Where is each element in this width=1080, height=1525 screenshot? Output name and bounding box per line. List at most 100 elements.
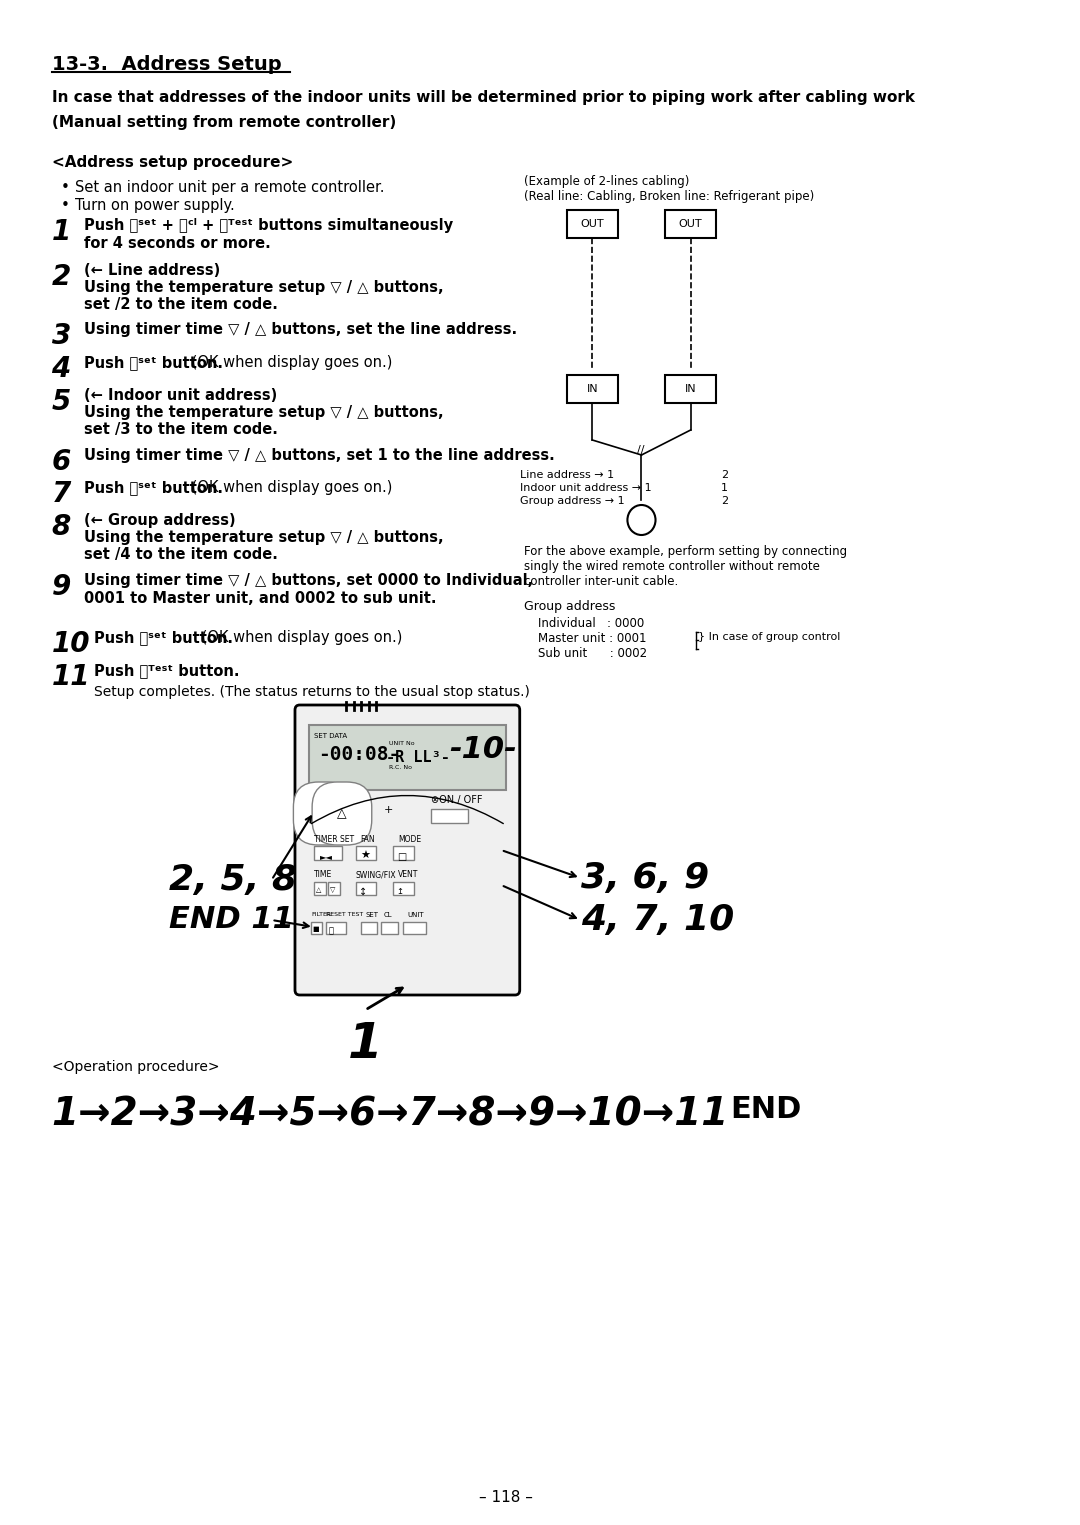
Text: Using the temperature setup ▽ / △ buttons,: Using the temperature setup ▽ / △ button…: [84, 406, 444, 419]
Bar: [403, 923, 427, 933]
Text: (Example of 2-lines cabling): (Example of 2-lines cabling): [525, 175, 690, 188]
Text: set /2 to the item code.: set /2 to the item code.: [84, 297, 279, 313]
Circle shape: [627, 505, 656, 535]
Text: FAN: FAN: [361, 836, 375, 843]
Text: Using timer time ▽ / △ buttons, set 1 to the line address.: Using timer time ▽ / △ buttons, set 1 to…: [84, 448, 555, 464]
Text: END: END: [730, 1095, 801, 1124]
Text: •: •: [60, 198, 70, 214]
Text: UNIT: UNIT: [407, 912, 424, 918]
Text: 2: 2: [52, 262, 71, 291]
Bar: [393, 881, 414, 895]
Text: (← Group address): (← Group address): [84, 512, 235, 528]
Text: Sub unit      : 0002: Sub unit : 0002: [539, 647, 648, 660]
Bar: [326, 923, 347, 933]
Text: } In case of group control: } In case of group control: [698, 631, 840, 642]
Text: 2: 2: [721, 496, 728, 506]
Text: Using the temperature setup ▽ / △ buttons,: Using the temperature setup ▽ / △ button…: [84, 281, 444, 294]
Text: OUT: OUT: [679, 220, 702, 229]
Bar: [309, 724, 505, 790]
Text: MODE: MODE: [399, 836, 421, 843]
Text: CL: CL: [384, 912, 392, 918]
Bar: [567, 375, 618, 403]
Text: For the above example, perform setting by connecting
singly the wired remote con: For the above example, perform setting b…: [525, 544, 848, 589]
Text: 13-3.  Address Setup: 13-3. Address Setup: [52, 55, 281, 75]
Text: □: □: [397, 852, 406, 862]
Bar: [361, 923, 377, 933]
Text: ↥: ↥: [396, 888, 403, 897]
Bar: [313, 881, 326, 895]
Bar: [355, 881, 377, 895]
Text: Using timer time ▽ / △ buttons, set 0000 to Individual,: Using timer time ▽ / △ buttons, set 0000…: [84, 573, 534, 589]
Bar: [665, 375, 716, 403]
Text: R.C. No: R.C. No: [389, 766, 411, 770]
Text: for 4 seconds or more.: for 4 seconds or more.: [84, 236, 271, 252]
Text: (Real line: Cabling, Broken line: Refrigerant pipe): (Real line: Cabling, Broken line: Refrig…: [525, 191, 814, 203]
Text: 0001 to Master unit, and 0002 to sub unit.: 0001 to Master unit, and 0002 to sub uni…: [84, 592, 436, 605]
Text: – 118 –: – 118 –: [478, 1490, 532, 1505]
Text: (OK when display goes on.): (OK when display goes on.): [187, 355, 393, 371]
Text: 3: 3: [52, 322, 71, 351]
Text: △: △: [315, 888, 321, 894]
Text: UNIT No: UNIT No: [389, 741, 415, 746]
Text: Individual   : 0000: Individual : 0000: [539, 618, 645, 630]
Text: 4, 7, 10: 4, 7, 10: [581, 903, 733, 936]
Text: (OK when display goes on.): (OK when display goes on.): [187, 480, 393, 496]
Text: ⊗ON / OFF: ⊗ON / OFF: [431, 795, 483, 805]
Text: (Manual setting from remote controller): (Manual setting from remote controller): [52, 114, 395, 130]
Text: -00:08-: -00:08-: [319, 746, 401, 764]
Text: 6: 6: [52, 448, 71, 476]
Text: END 11: END 11: [168, 906, 294, 935]
Text: -10-: -10-: [449, 735, 517, 764]
Bar: [355, 846, 377, 860]
Text: ►◄: ►◄: [321, 852, 334, 862]
Text: IN: IN: [685, 384, 697, 393]
Text: (OK when display goes on.): (OK when display goes on.): [197, 630, 402, 645]
Bar: [393, 846, 414, 860]
Text: +: +: [384, 805, 393, 814]
Text: Turn on power supply.: Turn on power supply.: [75, 198, 234, 214]
Text: VENT: VENT: [399, 869, 418, 878]
Text: set /3 to the item code.: set /3 to the item code.: [84, 422, 279, 438]
Text: Push Ⓜˢᵉᵗ button.: Push Ⓜˢᵉᵗ button.: [94, 630, 232, 645]
Text: FILTER: FILTER: [311, 912, 332, 917]
Text: ▽: ▽: [319, 807, 328, 820]
Text: Push Ⓜˢᵉᵗ button.: Push Ⓜˢᵉᵗ button.: [84, 480, 224, 496]
Bar: [311, 923, 322, 933]
Bar: [665, 210, 716, 238]
Text: •: •: [60, 180, 70, 195]
Text: 9: 9: [52, 573, 71, 601]
Text: set /4 to the item code.: set /4 to the item code.: [84, 547, 279, 563]
Text: SWING/FIX: SWING/FIX: [355, 869, 396, 878]
Text: //: //: [637, 445, 645, 454]
Text: 2, 5, 8: 2, 5, 8: [168, 863, 297, 897]
FancyBboxPatch shape: [295, 705, 519, 994]
Bar: [567, 210, 618, 238]
Text: Using the temperature setup ▽ / △ buttons,: Using the temperature setup ▽ / △ button…: [84, 531, 444, 544]
Text: Set an indoor unit per a remote controller.: Set an indoor unit per a remote controll…: [75, 180, 384, 195]
Text: ■: ■: [313, 926, 320, 932]
Text: OUT: OUT: [580, 220, 604, 229]
Text: SET: SET: [365, 912, 378, 918]
Text: Setup completes. (The status returns to the usual stop status.): Setup completes. (The status returns to …: [94, 685, 529, 698]
Text: In case that addresses of the indoor units will be determined prior to piping wo: In case that addresses of the indoor uni…: [52, 90, 915, 105]
Bar: [381, 923, 399, 933]
Text: <Operation procedure>: <Operation procedure>: [52, 1060, 219, 1074]
Text: (← Line address): (← Line address): [84, 262, 220, 278]
Text: 7: 7: [52, 480, 71, 508]
Text: Master unit : 0001: Master unit : 0001: [539, 631, 647, 645]
Text: △: △: [337, 807, 347, 820]
Text: ☂ TEMP.: ☂ TEMP.: [313, 795, 353, 805]
Bar: [431, 808, 469, 824]
Text: 2: 2: [721, 470, 728, 480]
Text: 1: 1: [348, 1020, 382, 1068]
Text: 3, 6, 9: 3, 6, 9: [581, 862, 708, 895]
Text: Push Ⓜˢᵉᵗ + Ⓜᶜˡ + Ⓜᵀᵉˢᵗ buttons simultaneously: Push Ⓜˢᵉᵗ + Ⓜᶜˡ + Ⓜᵀᵉˢᵗ buttons simultan…: [84, 218, 454, 233]
Text: Push Ⓜᵀᵉˢᵗ button.: Push Ⓜᵀᵉˢᵗ button.: [94, 663, 239, 679]
Bar: [327, 881, 340, 895]
Text: Group address → 1: Group address → 1: [519, 496, 624, 506]
Text: 4: 4: [52, 355, 71, 383]
Text: ★: ★: [361, 851, 370, 862]
Text: SET DATA: SET DATA: [313, 734, 347, 740]
Bar: [313, 846, 341, 860]
Text: ⓵: ⓵: [328, 926, 334, 935]
